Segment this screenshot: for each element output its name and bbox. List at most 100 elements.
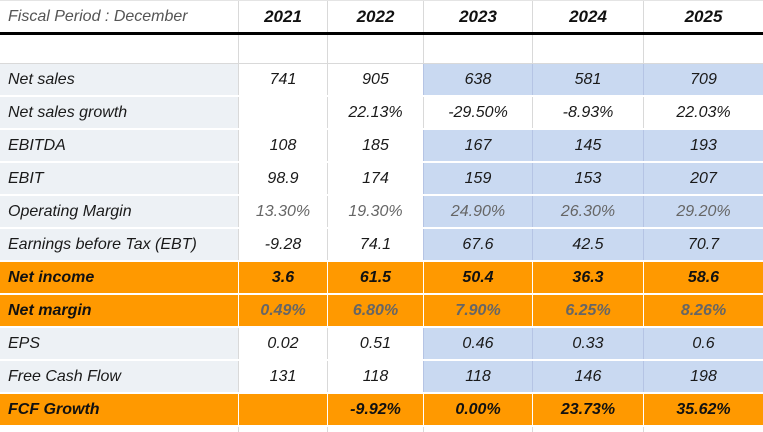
value-cell: 29.20% [643,196,763,227]
value-cell: 42.5 [532,229,643,260]
value-cell: 581 [532,64,643,95]
value-cell: 193 [643,130,763,161]
value-cell: 7.90% [423,295,532,326]
value-cell: 198 [643,361,763,392]
bottom-edge-row [0,427,763,432]
table-row: FCF Growth -9.92% 0.00% 23.73% 35.62% [0,394,763,427]
value-cell: 638 [423,64,532,95]
table-row: EPS 0.02 0.51 0.46 0.33 0.6 [0,328,763,361]
value-cell: 0.49% [238,295,327,326]
table-row: EBIT 98.9 174 159 153 207 [0,163,763,196]
spacer-cell [423,35,532,63]
value-cell: 36.3 [532,262,643,293]
spacer-cell [532,35,643,63]
bottom-edge-cell [327,427,423,432]
value-cell: 118 [327,361,423,392]
row-label: Free Cash Flow [0,361,238,392]
row-label: EBIT [0,163,238,194]
fiscal-period-label: Fiscal Period : December [8,8,188,25]
value-cell: 174 [327,163,423,194]
value-cell: 74.1 [327,229,423,260]
spacer-cell [643,35,763,63]
value-cell [238,97,327,128]
value-cell: 3.6 [238,262,327,293]
table-row: EBITDA 108 185 167 145 193 [0,130,763,163]
value-cell: 146 [532,361,643,392]
value-cell: 0.6 [643,328,763,359]
value-cell: 8.26% [643,295,763,326]
spacer-cell [327,35,423,63]
value-cell: 70.7 [643,229,763,260]
table-header: Fiscal Period : December 2021 2022 2023 202… [0,0,763,35]
row-label: Net sales [0,64,238,95]
spacer-cell [0,35,238,63]
value-cell: 108 [238,130,327,161]
table-row: Net sales 741 905 638 581 709 [0,64,763,97]
value-cell: 61.5 [327,262,423,293]
bottom-edge-cell [238,427,327,432]
value-cell: 0.46 [423,328,532,359]
value-cell: 167 [423,130,532,161]
value-cell: 50.4 [423,262,532,293]
value-cell: 153 [532,163,643,194]
row-label: Net income [0,262,238,293]
year-header: 2024 [532,1,643,32]
value-cell: 145 [532,130,643,161]
value-cell: 6.80% [327,295,423,326]
table-body: Net sales 741 905 638 581 709 Net sales growth… [0,64,763,427]
value-cell: -8.93% [532,97,643,128]
row-label: FCF Growth [0,394,238,425]
table-row: Net sales growth 22.13% -29.50% -8.93% 22.03… [0,97,763,130]
value-cell: -9.28 [238,229,327,260]
row-label: Net margin [0,295,238,326]
year-header: 2023 [423,1,532,32]
table-row: Net income 3.6 61.5 50.4 36.3 58.6 [0,262,763,295]
year-header: 2025 [643,1,763,32]
value-cell: 159 [423,163,532,194]
value-cell: 0.02 [238,328,327,359]
year-header: 2022 [327,1,423,32]
value-cell: 709 [643,64,763,95]
row-label: Net sales growth [0,97,238,128]
spacer-cell [238,35,327,63]
year-header: 2021 [238,1,327,32]
table-row: Earnings before Tax (EBT) -9.28 74.1 67.6 42… [0,229,763,262]
value-cell: 131 [238,361,327,392]
value-cell: 6.25% [532,295,643,326]
spacer-row [0,35,763,64]
value-cell: 0.00% [423,394,532,425]
value-cell: 741 [238,64,327,95]
bottom-edge-cell [423,427,532,432]
row-label: Earnings before Tax (EBT) [0,229,238,260]
value-cell: 207 [643,163,763,194]
value-cell: 24.90% [423,196,532,227]
value-cell: 58.6 [643,262,763,293]
value-cell: 22.13% [327,97,423,128]
value-cell: 118 [423,361,532,392]
bottom-edge-cell [532,427,643,432]
table-row: Operating Margin 13.30% 19.30% 24.90% 26.30%… [0,196,763,229]
value-cell: 185 [327,130,423,161]
value-cell: 13.30% [238,196,327,227]
value-cell: 905 [327,64,423,95]
value-cell: 98.9 [238,163,327,194]
table-row: Free Cash Flow 131 118 118 146 198 [0,361,763,394]
value-cell: 0.51 [327,328,423,359]
value-cell: 19.30% [327,196,423,227]
value-cell: 0.33 [532,328,643,359]
value-cell: 35.62% [643,394,763,425]
row-label: EBITDA [0,130,238,161]
value-cell: 67.6 [423,229,532,260]
value-cell [238,394,327,425]
value-cell: 23.73% [532,394,643,425]
bottom-edge-cell [643,427,763,432]
row-label: EPS [0,328,238,359]
value-cell: 22.03% [643,97,763,128]
value-cell: -9.92% [327,394,423,425]
row-label: Operating Margin [0,196,238,227]
value-cell: 26.30% [532,196,643,227]
bottom-edge-cell [0,427,238,432]
table-row: Net margin 0.49% 6.80% 7.90% 6.25% 8.26% [0,295,763,328]
value-cell: -29.50% [423,97,532,128]
